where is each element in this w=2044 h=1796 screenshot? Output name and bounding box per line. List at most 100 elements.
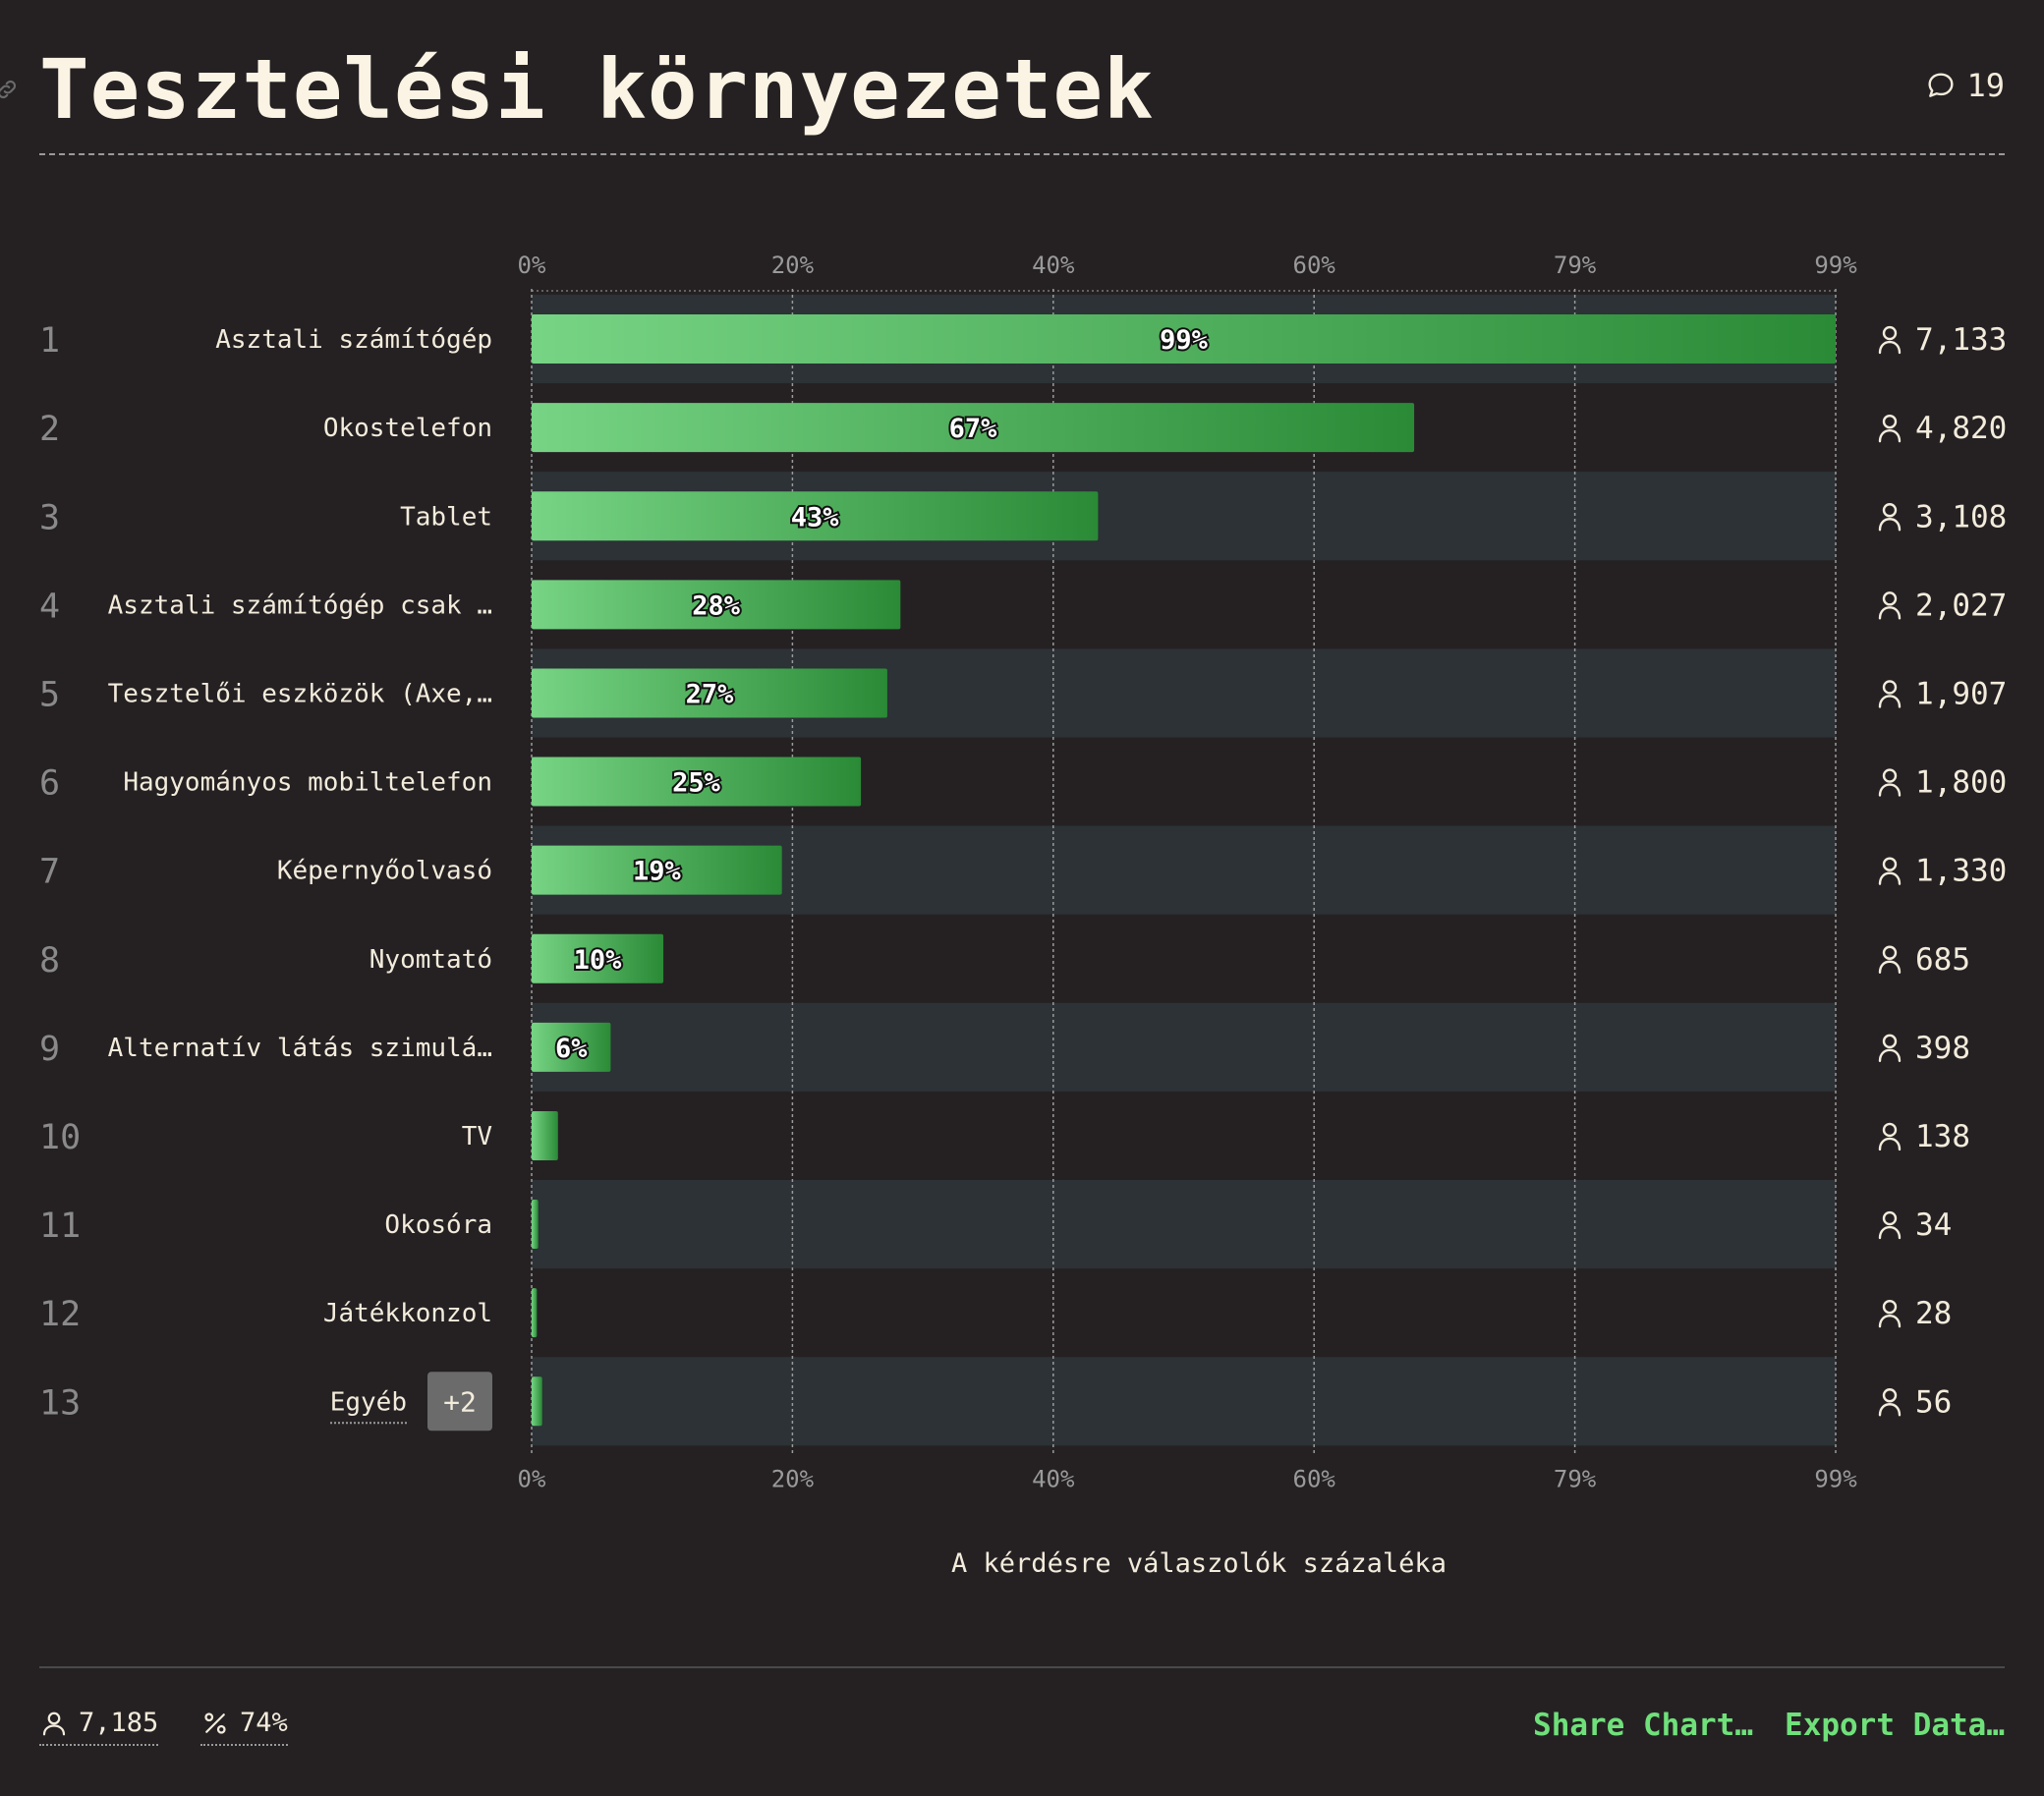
x-tick-label-top: 60% <box>1293 252 1336 279</box>
percent-icon <box>204 1712 226 1734</box>
row-rank: 1 <box>39 321 60 361</box>
category-label: Asztali számítógép csak … <box>108 590 492 620</box>
user-icon <box>1878 945 1902 974</box>
category-label: Tablet <box>400 502 492 532</box>
category-label: Tesztelői eszközök (Axe,… <box>108 679 492 708</box>
bar <box>532 1288 538 1338</box>
bar-value-label: 25% <box>672 768 721 799</box>
user-icon-body <box>1878 1048 1902 1063</box>
row-band <box>532 1002 1836 1092</box>
user-icon-head <box>1882 1122 1898 1138</box>
user-icon-head <box>1882 591 1898 606</box>
user-icon-body <box>1878 518 1902 532</box>
category-label: Egyéb <box>330 1387 407 1417</box>
row-rank: 10 <box>39 1118 81 1157</box>
user-icon <box>1878 325 1902 355</box>
row-rank: 3 <box>39 498 60 537</box>
x-tick-label-top: 40% <box>1032 252 1075 279</box>
user-icon-body <box>1878 606 1902 620</box>
user-icon-body <box>1878 1137 1902 1151</box>
link-icon[interactable] <box>0 77 20 102</box>
respondent-count: 3,108 <box>1915 499 2007 534</box>
bar-value-label: 28% <box>692 590 741 621</box>
bar-value-label: 10% <box>574 945 623 976</box>
user-icon-head <box>1882 768 1898 783</box>
row-band <box>532 1357 1836 1446</box>
category-label: Nyomtató <box>369 945 492 975</box>
bar <box>532 757 862 807</box>
user-icon-head <box>1882 325 1898 341</box>
x-tick-label-bottom: 20% <box>771 1465 815 1492</box>
more-badge-label: +2 <box>443 1385 477 1418</box>
user-icon-body <box>1878 960 1902 974</box>
user-icon-head <box>1882 1388 1898 1403</box>
user-icon <box>1878 503 1902 532</box>
bar <box>532 1376 542 1427</box>
comments-button[interactable]: 19 <box>1925 67 2005 104</box>
x-tick-label-bottom: 79% <box>1554 1465 1597 1492</box>
percent-value: 74% <box>240 1708 288 1738</box>
user-icon-body <box>1878 428 1902 443</box>
user-icon-body <box>1878 1225 1902 1240</box>
user-icon-body <box>1878 340 1902 355</box>
bar-value-label: 99% <box>1160 325 1209 356</box>
row-rank: 9 <box>39 1030 60 1069</box>
respondent-count: 1,330 <box>1915 854 2007 889</box>
x-tick-label-top: 0% <box>518 252 546 279</box>
category-label: Okosóra <box>384 1210 492 1240</box>
category-label: Hagyományos mobiltelefon <box>123 768 492 798</box>
category-label: Alternatív látás szimulá… <box>108 1034 492 1063</box>
user-icon <box>1878 1299 1902 1328</box>
user-icon <box>1878 680 1902 708</box>
user-icon <box>1878 414 1902 443</box>
user-icon-body <box>1878 871 1902 885</box>
category-label: Okostelefon <box>323 414 492 443</box>
user-icon <box>1878 1210 1902 1240</box>
user-icon-head <box>1882 857 1898 871</box>
x-tick-label-bottom: 0% <box>518 1465 546 1492</box>
bar <box>532 1200 539 1250</box>
bar-value-label: 43% <box>791 502 840 533</box>
user-icon-head <box>1882 503 1898 518</box>
bar-value-label: 19% <box>633 857 682 887</box>
category-label: Asztali számítógép <box>215 325 492 355</box>
footer-divider <box>39 1666 2005 1668</box>
bar <box>532 314 1836 365</box>
category-label: Képernyőolvasó <box>277 857 492 886</box>
x-tick-label-top: 99% <box>1814 252 1857 279</box>
user-icon-head <box>1882 945 1898 960</box>
bar-value-label: 67% <box>949 414 998 444</box>
respondent-count: 2,027 <box>1915 588 2007 623</box>
respondents-value: 7,185 <box>79 1708 159 1738</box>
user-icon-body <box>1878 783 1902 797</box>
respondent-count: 398 <box>1915 1031 1970 1066</box>
respondent-count: 7,133 <box>1915 322 2007 358</box>
user-icon-head <box>1882 414 1898 429</box>
user-icon <box>1878 1034 1902 1063</box>
share-chart-button[interactable]: Share Chart… <box>1533 1708 1753 1743</box>
user-icon <box>1878 857 1902 885</box>
user-icon-head <box>1882 1034 1898 1049</box>
row-rank: 13 <box>39 1383 81 1423</box>
row-rank: 4 <box>39 587 60 626</box>
bar <box>532 933 664 983</box>
respondents-stat[interactable]: 7,185 <box>39 1708 159 1746</box>
bar <box>532 403 1415 453</box>
chart-title: Tesztelési környezetek <box>39 41 1155 138</box>
percent-stat[interactable]: 74% <box>200 1708 288 1746</box>
respondent-count: 1,907 <box>1915 676 2007 711</box>
bar-chart: 0% 0% 20% 20% 40% 40% 60% 60% 79% 79% 99% 99% 1 Aszta… <box>39 252 2007 1492</box>
user-icon-head <box>1882 680 1898 695</box>
x-axis-title: A kérdésre válaszolók százaléka <box>951 1548 1447 1579</box>
x-tick-label-bottom: 40% <box>1032 1465 1075 1492</box>
respondent-count: 138 <box>1915 1119 1970 1154</box>
user-icon-head <box>1882 1299 1898 1315</box>
comment-count: 19 <box>1966 67 2005 104</box>
row-rank: 12 <box>39 1295 81 1334</box>
respondent-count: 685 <box>1915 942 1970 978</box>
user-icon <box>1878 768 1902 797</box>
row-rank: 6 <box>39 764 60 804</box>
respondent-count: 1,800 <box>1915 765 2007 801</box>
export-data-button[interactable]: Export Data… <box>1785 1708 2005 1743</box>
